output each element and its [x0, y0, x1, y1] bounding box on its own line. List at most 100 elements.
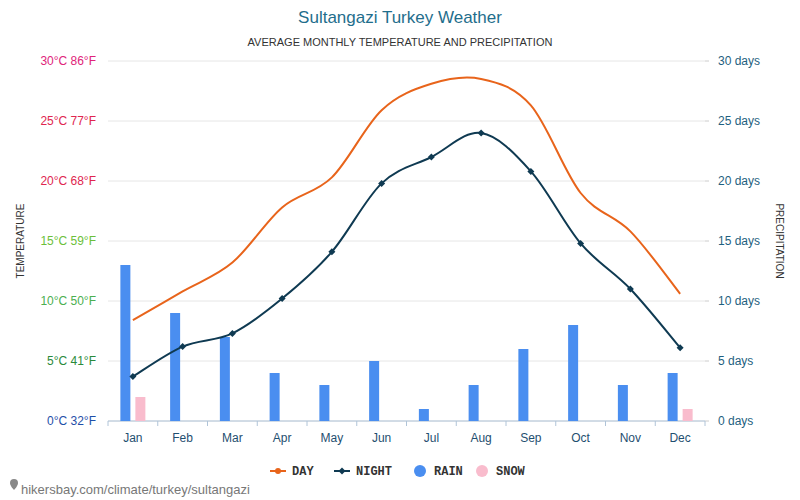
- legend-label: SNOW: [496, 465, 526, 479]
- bar: [270, 373, 280, 421]
- bar: [533, 421, 543, 422]
- y2-axis-title: PRECIPITATION: [774, 203, 785, 278]
- grid-line: [108, 301, 705, 302]
- marker: [627, 286, 634, 293]
- marker: [428, 154, 435, 161]
- bar: [518, 349, 528, 421]
- y2-tick-label: 15 days: [718, 234, 760, 248]
- y2-tick-label: 0 days: [718, 414, 753, 428]
- x-tick-label: Apr: [273, 431, 292, 445]
- x-axis-divider: [506, 421, 507, 426]
- x-axis-divider: [157, 421, 158, 426]
- y2-tick-label: 10 days: [718, 294, 760, 308]
- bar: [384, 421, 394, 422]
- bar: [484, 421, 494, 422]
- pin-icon: [10, 479, 18, 490]
- bar: [285, 421, 295, 422]
- subtitle: AVERAGE MONTHLY TEMPERATURE AND PRECIPIT…: [248, 36, 553, 48]
- grid-line: [108, 121, 705, 122]
- bar: [583, 421, 593, 422]
- bar: [618, 385, 628, 421]
- bar: [120, 265, 130, 421]
- bar: [170, 313, 180, 421]
- marker: [577, 240, 584, 247]
- bar: [220, 337, 230, 421]
- y2-tick: [705, 241, 709, 242]
- grid-line: [108, 241, 705, 242]
- legend-swatch: [476, 465, 488, 477]
- bar: [319, 385, 329, 421]
- bar: [235, 421, 245, 422]
- legend-label: DAY: [292, 465, 314, 479]
- x-axis-divider: [108, 421, 109, 426]
- y-tick-label: 5°C 41°F: [47, 354, 96, 368]
- y2-tick: [705, 301, 709, 302]
- marker: [328, 248, 335, 255]
- x-tick-label: Feb: [172, 431, 193, 445]
- legend: DAY NIGHT RAIN SNOW: [270, 465, 526, 479]
- line: [133, 77, 680, 320]
- x-tick-label: Jan: [123, 431, 142, 445]
- bar: [633, 421, 643, 422]
- y2-tick-label: 5 days: [718, 354, 753, 368]
- marker: [677, 344, 684, 351]
- x-axis-divider: [406, 421, 407, 426]
- bar: [568, 325, 578, 421]
- bar: [668, 373, 678, 421]
- bar: [369, 361, 379, 421]
- marker: [478, 130, 485, 137]
- x-axis-divider: [555, 421, 556, 426]
- x-tick-label: Jul: [424, 431, 439, 445]
- legend-label: RAIN: [434, 465, 463, 479]
- bar: [334, 421, 344, 422]
- x-axis-divider: [655, 421, 656, 426]
- footer: hikersbay.com/climate/turkey/sultangazi: [10, 479, 250, 497]
- x-axis-divider: [257, 421, 258, 426]
- x-tick-label: Mar: [222, 431, 243, 445]
- legend-swatch: [414, 465, 426, 477]
- y2-tick: [705, 421, 709, 422]
- grid-line: [108, 61, 705, 62]
- x-axis-divider: [605, 421, 606, 426]
- y2-tick-label: 20 days: [718, 174, 760, 188]
- y2-tick: [705, 121, 709, 122]
- y2-tick: [705, 361, 709, 362]
- plot-area: [120, 77, 692, 421]
- grid-line: [108, 181, 705, 182]
- y2-tick: [705, 181, 709, 182]
- line: [133, 133, 680, 377]
- footer-text: hikersbay.com/climate/turkey/sultangazi: [21, 482, 250, 497]
- marker: [129, 373, 136, 380]
- x-tick-label: Oct: [571, 431, 590, 445]
- y2-tick-label: 25 days: [718, 114, 760, 128]
- legend-label: NIGHT: [356, 465, 392, 479]
- bar: [135, 397, 145, 421]
- x-axis-divider: [456, 421, 457, 426]
- bar: [434, 421, 444, 422]
- x-axis-divider: [356, 421, 357, 426]
- bar: [185, 421, 195, 422]
- y2-tick: [705, 61, 709, 62]
- bar: [683, 409, 693, 421]
- marker: [179, 343, 186, 350]
- marker: [279, 295, 286, 302]
- marker: [378, 180, 385, 187]
- y-tick-label: 25°C 77°F: [40, 114, 96, 128]
- x-tick-label: May: [321, 431, 344, 445]
- x-axis-divider: [307, 421, 308, 426]
- y-tick-label: 20°C 68°F: [40, 174, 96, 188]
- y2-tick-label: 30 days: [718, 54, 760, 68]
- x-tick-label: Nov: [620, 431, 641, 445]
- legend-swatch: [339, 468, 346, 475]
- x-axis-divider: [207, 421, 208, 426]
- y-tick-label: 15°C 59°F: [40, 234, 96, 248]
- title: Sultangazi Turkey Weather: [298, 8, 502, 27]
- y-axis-title: TEMPERATURE: [15, 203, 26, 278]
- legend-swatch: [275, 468, 281, 474]
- grid-line: [108, 361, 705, 362]
- chart: Sultangazi Turkey Weather AVERAGE MONTHLY…: [0, 0, 800, 500]
- x-tick-label: Jun: [372, 431, 391, 445]
- x-tick-label: Sep: [520, 431, 542, 445]
- x-tick-label: Dec: [669, 431, 690, 445]
- y-tick-label: 30°C 86°F: [40, 54, 96, 68]
